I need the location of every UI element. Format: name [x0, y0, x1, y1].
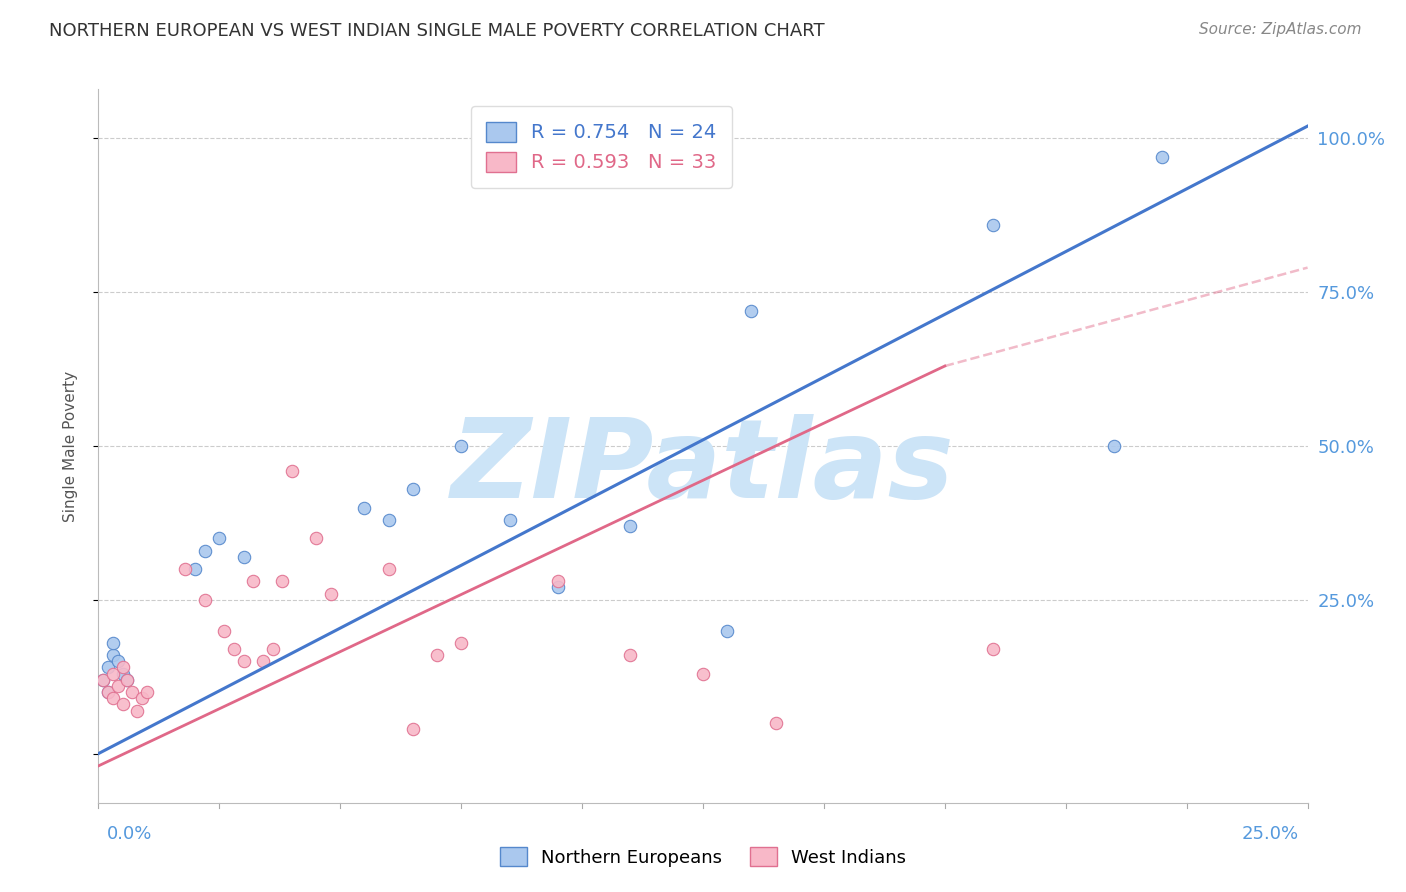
- Text: ZIPatlas: ZIPatlas: [451, 414, 955, 521]
- Point: [97, 660, 120, 674]
- Point: [740, 303, 762, 318]
- Point: [402, 722, 425, 736]
- Point: [117, 673, 139, 687]
- Point: [184, 562, 207, 576]
- Point: [377, 562, 399, 576]
- Point: [97, 685, 120, 699]
- Point: [208, 531, 231, 545]
- Point: [222, 642, 245, 657]
- Point: [97, 685, 120, 699]
- Point: [319, 587, 342, 601]
- Legend: R = 0.754   N = 24, R = 0.593   N = 33: R = 0.754 N = 24, R = 0.593 N = 33: [471, 106, 733, 188]
- Point: [377, 513, 399, 527]
- Point: [212, 624, 235, 638]
- Point: [127, 704, 149, 718]
- Point: [981, 642, 1004, 657]
- Point: [281, 464, 304, 478]
- Point: [692, 666, 714, 681]
- Point: [252, 654, 274, 668]
- Point: [111, 666, 134, 681]
- Point: [194, 543, 217, 558]
- Point: [101, 648, 124, 662]
- Point: [402, 482, 425, 496]
- Point: [547, 574, 569, 589]
- Point: [131, 691, 153, 706]
- Point: [101, 691, 124, 706]
- Point: [242, 574, 264, 589]
- Point: [262, 642, 284, 657]
- Text: 25.0%: 25.0%: [1241, 825, 1299, 843]
- Point: [232, 654, 254, 668]
- Point: [353, 500, 375, 515]
- Point: [1152, 150, 1174, 164]
- Point: [619, 519, 641, 533]
- Point: [107, 654, 129, 668]
- Point: [547, 581, 569, 595]
- Point: [450, 439, 472, 453]
- Point: [121, 685, 143, 699]
- Point: [1102, 439, 1125, 453]
- Point: [619, 648, 641, 662]
- Point: [765, 715, 787, 730]
- Point: [107, 679, 129, 693]
- Point: [305, 531, 328, 545]
- Point: [101, 636, 124, 650]
- Point: [174, 562, 197, 576]
- Point: [117, 673, 139, 687]
- Point: [111, 698, 134, 712]
- Text: 0.0%: 0.0%: [107, 825, 152, 843]
- Text: NORTHERN EUROPEAN VS WEST INDIAN SINGLE MALE POVERTY CORRELATION CHART: NORTHERN EUROPEAN VS WEST INDIAN SINGLE …: [49, 22, 825, 40]
- Legend: Northern Europeans, West Indians: Northern Europeans, West Indians: [492, 840, 914, 874]
- Point: [498, 513, 520, 527]
- Point: [135, 685, 157, 699]
- Point: [426, 648, 449, 662]
- Point: [194, 592, 217, 607]
- Point: [981, 218, 1004, 232]
- Point: [271, 574, 294, 589]
- Point: [101, 666, 124, 681]
- Point: [91, 673, 114, 687]
- Point: [716, 624, 738, 638]
- Y-axis label: Single Male Poverty: Single Male Poverty: [63, 370, 77, 522]
- Point: [450, 636, 472, 650]
- Point: [91, 673, 114, 687]
- Text: Source: ZipAtlas.com: Source: ZipAtlas.com: [1198, 22, 1361, 37]
- Point: [232, 549, 254, 564]
- Point: [111, 660, 134, 674]
